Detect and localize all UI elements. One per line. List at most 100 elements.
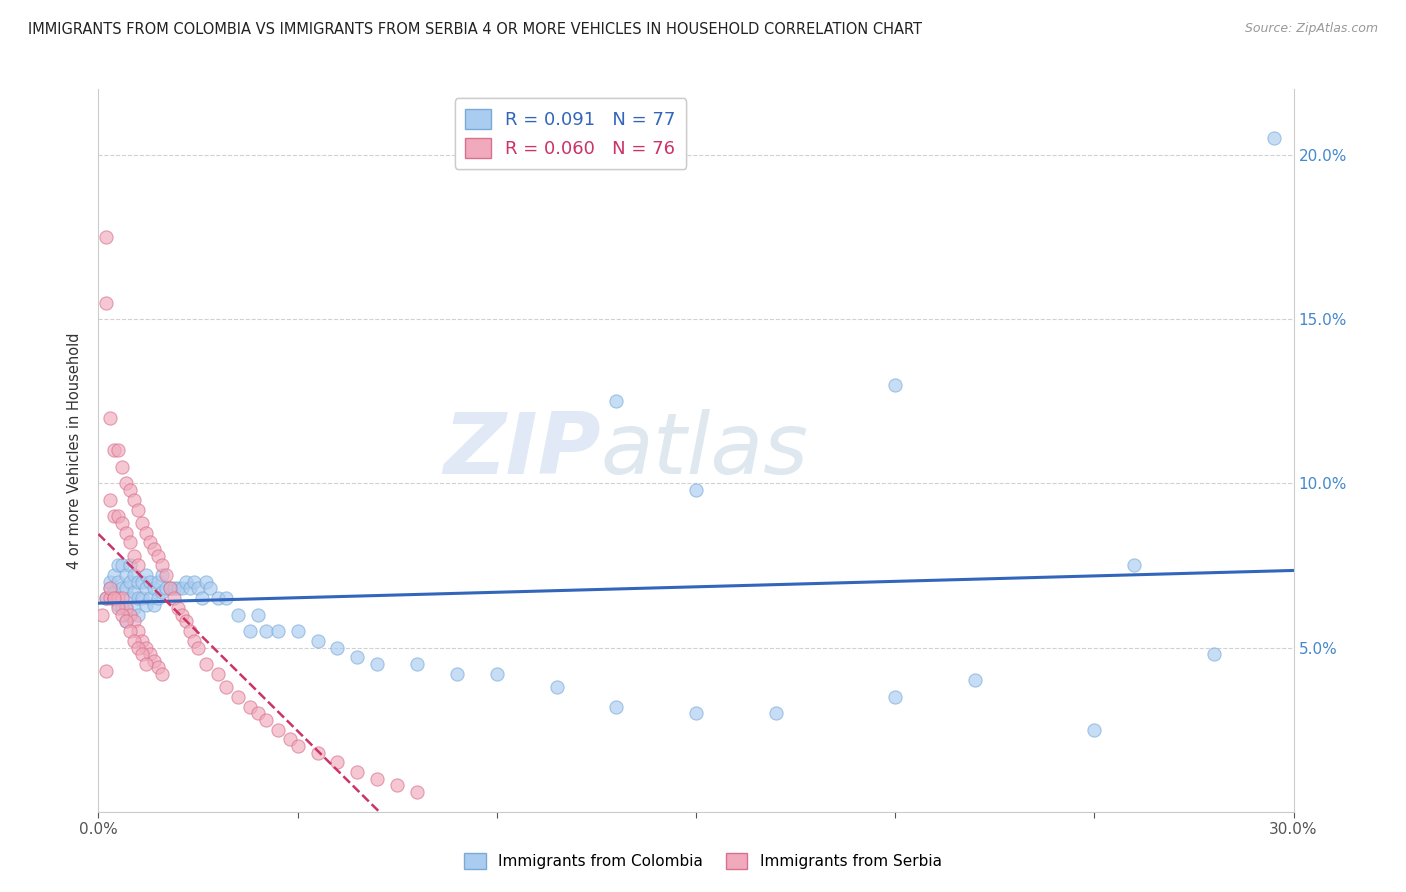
Point bbox=[226, 607, 249, 622]
Point bbox=[148, 591, 170, 606]
Point bbox=[605, 699, 627, 714]
Point bbox=[111, 459, 134, 474]
Point bbox=[96, 295, 118, 310]
Point bbox=[254, 713, 277, 727]
Point bbox=[143, 541, 166, 556]
Point bbox=[127, 502, 149, 516]
Point bbox=[98, 591, 122, 606]
Point bbox=[159, 582, 181, 596]
Point bbox=[124, 634, 146, 648]
Point bbox=[150, 568, 173, 582]
Point bbox=[191, 591, 214, 606]
Point bbox=[406, 785, 429, 799]
Point bbox=[155, 568, 177, 582]
Point bbox=[103, 443, 125, 458]
Point bbox=[115, 476, 138, 491]
Point bbox=[131, 591, 153, 606]
Point bbox=[124, 584, 146, 599]
Point bbox=[91, 607, 114, 622]
Point bbox=[446, 666, 468, 681]
Point bbox=[174, 614, 197, 628]
Point bbox=[124, 614, 146, 628]
Text: Source: ZipAtlas.com: Source: ZipAtlas.com bbox=[1244, 22, 1378, 36]
Point bbox=[131, 574, 153, 589]
Point bbox=[107, 574, 129, 589]
Point bbox=[103, 584, 125, 599]
Point bbox=[159, 582, 181, 596]
Point bbox=[131, 634, 153, 648]
Point bbox=[115, 568, 138, 582]
Point bbox=[120, 624, 142, 639]
Point bbox=[366, 772, 388, 786]
Point bbox=[127, 624, 149, 639]
Point bbox=[98, 410, 122, 425]
Point bbox=[187, 582, 209, 596]
Point bbox=[98, 492, 122, 507]
Point bbox=[148, 660, 170, 674]
Point bbox=[1123, 558, 1146, 573]
Point bbox=[96, 591, 118, 606]
Point bbox=[307, 634, 329, 648]
Point bbox=[183, 574, 205, 589]
Point bbox=[111, 601, 134, 615]
Point bbox=[120, 535, 142, 549]
Legend: R = 0.091   N = 77, R = 0.060   N = 76: R = 0.091 N = 77, R = 0.060 N = 76 bbox=[454, 98, 686, 169]
Text: ZIP: ZIP bbox=[443, 409, 600, 492]
Point bbox=[111, 591, 134, 606]
Point bbox=[346, 650, 368, 665]
Point bbox=[239, 699, 262, 714]
Point bbox=[107, 598, 129, 612]
Point bbox=[207, 666, 229, 681]
Point bbox=[884, 377, 907, 392]
Point bbox=[115, 601, 138, 615]
Point bbox=[198, 582, 221, 596]
Point bbox=[115, 525, 138, 540]
Point bbox=[135, 640, 157, 655]
Point bbox=[127, 591, 149, 606]
Point bbox=[103, 591, 125, 606]
Point bbox=[195, 574, 218, 589]
Point bbox=[120, 483, 142, 497]
Point bbox=[131, 647, 153, 661]
Point bbox=[135, 582, 157, 596]
Point bbox=[139, 574, 162, 589]
Point bbox=[139, 591, 162, 606]
Point bbox=[107, 509, 129, 524]
Point bbox=[179, 624, 201, 639]
Point bbox=[239, 624, 262, 639]
Point bbox=[124, 568, 146, 582]
Point bbox=[172, 582, 194, 596]
Point bbox=[307, 746, 329, 760]
Point bbox=[187, 640, 209, 655]
Point bbox=[143, 598, 166, 612]
Point bbox=[346, 765, 368, 780]
Point bbox=[131, 516, 153, 530]
Point bbox=[103, 568, 125, 582]
Point bbox=[163, 591, 186, 606]
Text: atlas: atlas bbox=[600, 409, 808, 492]
Point bbox=[111, 558, 134, 573]
Point bbox=[174, 574, 197, 589]
Point bbox=[254, 624, 277, 639]
Point bbox=[179, 582, 201, 596]
Point bbox=[96, 664, 118, 678]
Point bbox=[98, 582, 122, 596]
Point bbox=[98, 582, 122, 596]
Point bbox=[143, 582, 166, 596]
Point bbox=[685, 483, 707, 497]
Point bbox=[326, 756, 349, 770]
Point bbox=[98, 574, 122, 589]
Point bbox=[155, 582, 177, 596]
Point bbox=[148, 549, 170, 563]
Point bbox=[107, 558, 129, 573]
Point bbox=[167, 582, 190, 596]
Point bbox=[127, 640, 149, 655]
Point bbox=[246, 607, 269, 622]
Point bbox=[107, 443, 129, 458]
Point bbox=[267, 624, 290, 639]
Point bbox=[163, 582, 186, 596]
Point bbox=[215, 680, 238, 694]
Point bbox=[172, 607, 194, 622]
Point bbox=[127, 607, 149, 622]
Point bbox=[103, 509, 125, 524]
